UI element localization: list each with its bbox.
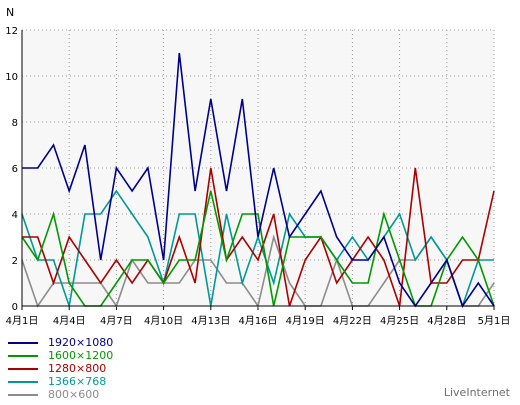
y-axis-ticks: 0 2 4 6 8 10 12: [5, 26, 18, 313]
y-tick-label: 0: [12, 302, 18, 313]
legend-item: 1366×768: [8, 375, 113, 388]
legend-swatch: [8, 341, 38, 344]
x-tick-label: 4月1日: [6, 315, 39, 327]
legend-label: 1600×1200: [48, 349, 114, 362]
y-tick-label: 6: [12, 164, 18, 175]
x-tick-label: 4月22日: [333, 315, 372, 327]
legend-swatch: [8, 367, 38, 370]
legend-swatch: [8, 354, 38, 357]
x-tick-label: 4月13日: [191, 315, 230, 327]
x-tick-label: 4月4日: [53, 315, 86, 327]
x-tick-label: 4月19日: [286, 315, 325, 327]
series-line-2: [22, 167, 495, 307]
legend: 1920×1080 1600×1200 1280×800 1366×768 800×60…: [8, 336, 113, 401]
liveinternet-brand: LiveInternet: [443, 386, 510, 399]
y-tick-label: 10: [5, 72, 18, 83]
legend-label: 1920×1080: [48, 336, 114, 349]
legend-label: 800×600: [48, 388, 100, 401]
legend-item: 1280×800: [8, 362, 113, 375]
x-tick-label: 4月16日: [238, 315, 277, 327]
y-tick-label: 12: [5, 26, 18, 37]
legend-label: 1366×768: [48, 375, 107, 388]
x-tick-label: 4月7日: [100, 315, 133, 327]
legend-item: 800×600: [8, 388, 113, 401]
y-tick-label: 8: [12, 118, 18, 129]
x-axis-ticks: 4月1日 4月4日 4月7日 4月10日 4月13日 4月16日 4月19日 4月22日 4月2…: [6, 306, 511, 327]
y-tick-label: 4: [12, 210, 18, 221]
x-tick-label: 5月1日: [478, 315, 511, 327]
legend-swatch: [8, 393, 38, 396]
legend-item: 1600×1200: [8, 349, 113, 362]
legend-item: 1920×1080: [8, 336, 113, 349]
legend-label: 1280×800: [48, 362, 107, 375]
x-tick-label: 4月25日: [380, 315, 419, 327]
y-axis-label: N: [6, 6, 14, 19]
x-tick-label: 4月28日: [427, 315, 466, 327]
x-tick-label: 4月10日: [144, 315, 183, 327]
y-tick-label: 2: [12, 256, 18, 267]
legend-swatch: [8, 380, 38, 383]
